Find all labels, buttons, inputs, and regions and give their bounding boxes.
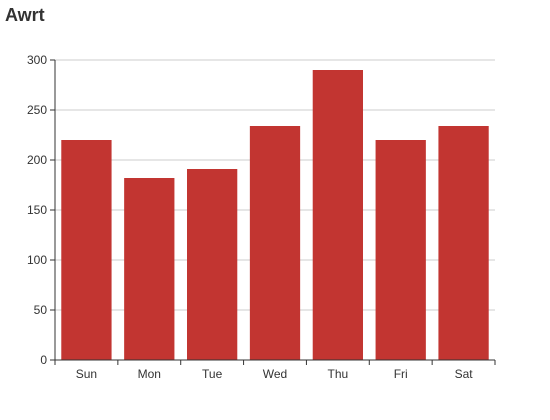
x-tick-label: Fri [394, 367, 408, 381]
x-tick-label: Mon [138, 367, 161, 381]
bar-sat [438, 126, 489, 360]
chart-title: Awrt [5, 5, 45, 25]
y-tick-label: 300 [27, 53, 47, 67]
axes: 0 50 100 150 200 250 300 Sun Mon Tue Wed Thu Fri Sat [27, 53, 496, 381]
y-tick-label: 200 [27, 153, 47, 167]
x-tick-label: Wed [263, 367, 287, 381]
x-tick-label: Sat [455, 367, 474, 381]
y-tick-label: 150 [27, 203, 47, 217]
y-tick-label: 50 [34, 303, 48, 317]
bar-fri [375, 140, 426, 360]
x-tick-label: Sun [76, 367, 97, 381]
x-tick-label: Thu [328, 367, 349, 381]
bar-sun [61, 140, 112, 360]
y-tick-label: 0 [40, 353, 47, 367]
bar-mon [124, 178, 175, 360]
x-tick-label: Tue [202, 367, 223, 381]
bars [61, 70, 489, 360]
bar-thu [312, 70, 363, 360]
y-tick-label: 100 [27, 253, 47, 267]
bar-wed [249, 126, 301, 360]
y-tick-label: 250 [27, 103, 47, 117]
bar-tue [187, 169, 238, 360]
